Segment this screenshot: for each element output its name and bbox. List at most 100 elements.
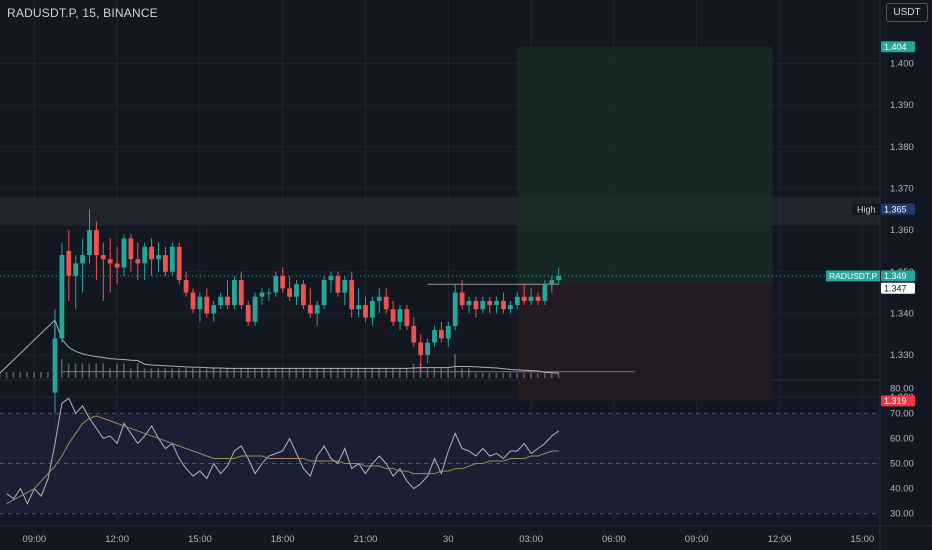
rsi-axis[interactable]: 80.00 70.00 60.00 50.00 40.00 30.00 [890,383,914,519]
volume-bar [364,368,367,378]
time-axis[interactable]: 09:00 12:00 15:00 18:00 21:00 30 03:00 06:00 09:… [22,534,932,545]
volume-bar [19,372,22,378]
volume-bar [502,373,505,378]
candle-body [301,284,306,306]
volume-bar [88,363,91,378]
candle-body [169,246,175,272]
volume-bar [405,368,408,378]
volume-bar [537,373,539,378]
time-tick-label: 06:00 [602,534,626,545]
candle-body [259,292,265,297]
volume-bar [219,368,222,378]
candle-body [307,305,313,314]
volume-bar [426,368,429,378]
volume-bar [198,368,201,378]
candle-body [342,280,348,293]
volume-bar [350,368,353,378]
candle-body [280,275,286,289]
volume-bar [261,368,263,378]
candle-body [197,296,203,310]
rsi-tick-label: 60.00 [890,433,914,444]
volume-bar [399,368,401,378]
volume-bar [12,372,15,378]
target-price-tag-bg [881,41,915,53]
level-lines [0,275,880,373]
candle-body [404,309,410,326]
volume-bar [109,368,111,378]
volume-bar [357,368,360,378]
candle-body [411,325,417,343]
time-tick-label: 12:00 [768,534,792,545]
last-price-tag-bg [881,270,915,282]
candle-body [218,296,223,306]
volume-bar [60,358,63,378]
candle-body [425,342,430,356]
candle-body [390,309,396,322]
volume-bar [267,368,270,378]
currency-button[interactable]: USDT [886,3,928,22]
candle-body [383,296,389,310]
volume-bar [81,363,84,378]
candle-body [294,284,299,297]
volume-bar [343,368,346,378]
volume-bar [295,368,298,378]
rsi-tick-label: 80.00 [890,383,914,394]
candle-body [452,292,458,326]
volume-bar [392,368,394,378]
volume-bar [336,368,339,378]
price-axis[interactable]: 1.4001.3901.3801.3701.3601.3501.3401.330… [890,58,914,402]
candle-body [356,305,361,310]
volume-bar [254,368,256,378]
price-labels: 1.404 1.365 High RADUSDT.P 1.349 1.347 1.319 [826,41,915,407]
candle-body [273,275,279,293]
volume-bar [523,373,525,378]
last-price-tag: 1.349 [884,271,907,281]
candle-body [52,338,58,393]
candle-body [542,284,548,301]
volume-bar [129,368,132,378]
candle-body [321,280,327,306]
volume-bar [371,368,373,378]
time-tick-label: 09:00 [22,534,46,545]
volume-bar [143,368,146,378]
candle-body [238,280,244,306]
volume-bar [495,373,498,378]
candle-body [128,238,134,260]
volume-bar [171,368,173,378]
position-zones [0,46,880,401]
candle-body [94,230,99,256]
volume-bar [33,372,35,378]
candle-body [225,296,230,306]
time-tick-label: 15:00 [850,534,874,545]
high-text-bg [852,203,880,215]
volume-ma-line [0,319,559,374]
entry-price-tag: 1.347 [884,284,907,294]
volume-bar [116,363,118,378]
high-text-label: High [857,205,876,215]
volume-bar [185,368,187,378]
volume-bar [309,368,311,378]
candle-body [549,280,555,285]
candle-body [501,300,506,310]
volume-bar [40,372,42,378]
time-tick-label: 30 [443,534,454,545]
symbol-tag-bg [826,270,880,282]
stop-price-tag-bg [881,395,915,407]
volume-bar [447,368,449,378]
volume-bar [543,373,546,378]
candle-body [245,305,251,322]
volume-bar [47,372,49,378]
volume-bar [323,368,325,378]
volume-bar [240,368,242,378]
target-price-tag: 1.404 [884,42,907,52]
volume-bar [316,368,318,378]
volume-bar [454,353,456,378]
candle-body [349,280,355,310]
volume-bar [178,368,180,378]
candle-body [183,280,189,293]
volume-bar [281,368,284,378]
volume-bar [385,368,387,378]
candle-body [107,259,113,264]
volume-bar [74,363,77,378]
